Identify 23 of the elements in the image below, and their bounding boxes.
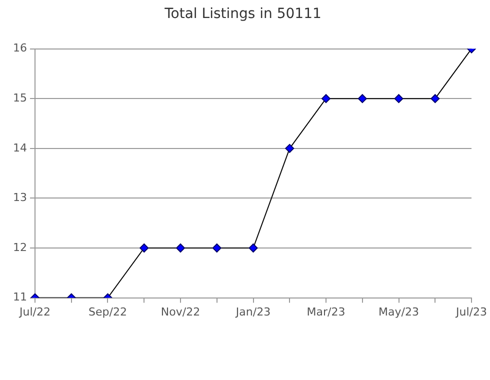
y-tick-label: 16	[12, 42, 27, 55]
point	[430, 94, 440, 104]
x-tick-label: Nov/22	[160, 305, 200, 318]
point	[322, 94, 331, 104]
y-tick-label: 11	[12, 290, 27, 304]
x-tick-label: May/23	[378, 305, 419, 318]
y-tick-label: 14	[12, 141, 27, 154]
x-tick-label: Jul/23	[455, 305, 488, 318]
x-tick-label: Jul/22	[18, 305, 50, 318]
point	[140, 244, 149, 252]
y-tick-label: 12	[12, 240, 27, 254]
point	[358, 94, 367, 104]
y-tick-label: 13	[12, 191, 27, 204]
x-tick-label: Mar/23	[306, 305, 346, 318]
point	[212, 244, 222, 252]
point	[285, 144, 294, 153]
x-tick-label: Sep/22	[88, 305, 127, 318]
point	[176, 244, 185, 252]
point	[248, 244, 258, 252]
x-tick-label: Jan/23	[234, 305, 271, 318]
chart-title: Total Listings in 50111	[164, 6, 322, 22]
point	[394, 94, 404, 104]
y-tick-label: 15	[12, 91, 27, 104]
